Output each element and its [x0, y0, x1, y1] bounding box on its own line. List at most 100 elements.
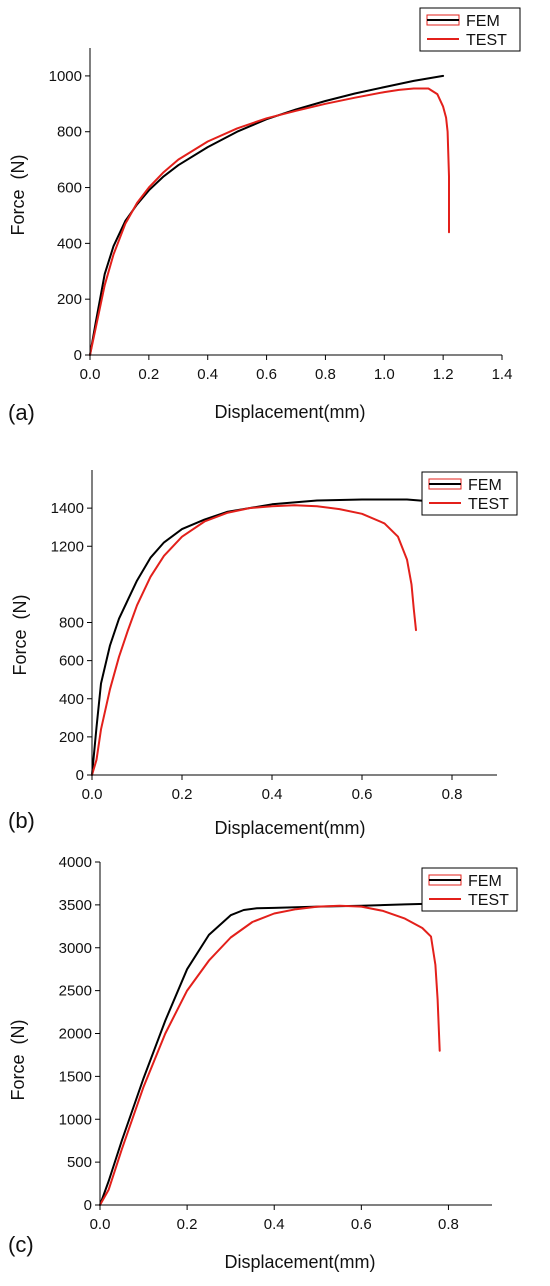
y-tick-label: 1000 — [49, 68, 82, 85]
y-tick-label: 3000 — [59, 940, 92, 957]
legend: FEM TEST — [421, 471, 518, 516]
y-tick: 1200 — [51, 538, 92, 555]
y-tick: 500 — [67, 1154, 100, 1171]
x-tick: 0.0 — [90, 1205, 111, 1233]
y-tick-label: 1200 — [51, 538, 84, 555]
y-tick: 2500 — [59, 983, 100, 1000]
legend-item-fem: FEM — [426, 13, 500, 30]
x-tick-label: 0.6 — [351, 1216, 372, 1233]
y-tick-label: 4000 — [59, 854, 92, 871]
y-tick: 200 — [57, 291, 90, 308]
y-tick-label: 3500 — [59, 897, 92, 914]
series-line-fem — [91, 498, 444, 776]
legend: FEM TEST — [421, 867, 518, 912]
x-tick-label: 0.2 — [177, 1216, 198, 1233]
y-tick-label: 200 — [57, 291, 82, 308]
x-tick: 0.4 — [197, 355, 218, 383]
y-tick-label: 600 — [57, 180, 82, 197]
y-tick: 200 — [59, 729, 92, 746]
y-tick: 600 — [59, 653, 92, 670]
axes — [99, 862, 492, 1206]
y-axis-title: Force (N) — [8, 155, 28, 236]
x-tick: 0.0 — [80, 355, 101, 383]
x-tick-label: 0.0 — [82, 786, 103, 803]
y-tick: 3500 — [59, 897, 100, 914]
x-tick-label: 0.8 — [315, 366, 336, 383]
x-tick: 0.2 — [138, 355, 159, 383]
x-tick-label: 0.8 — [438, 1216, 459, 1233]
x-tick-label: 1.0 — [374, 366, 395, 383]
y-tick: 1500 — [59, 1068, 100, 1085]
y-tick-label: 400 — [57, 235, 82, 252]
x-tick: 0.4 — [262, 775, 282, 803]
x-tick-label: 0.0 — [80, 366, 101, 383]
y-tick-label: 600 — [59, 653, 84, 670]
x-tick: 0.0 — [82, 775, 103, 803]
y-tick-label: 800 — [59, 615, 84, 632]
chart-panel-a: 0.0 0.2 0.4 0.6 0.8 1.0 1.2 1.4 0 200 400 600 800 100… — [8, 7, 521, 425]
ticks: 0.0 0.2 0.4 0.6 0.8 0 200 400 600 800 1200 1400 — [51, 500, 463, 803]
x-tick: 1.4 — [492, 355, 512, 383]
series-line-test — [91, 504, 417, 776]
y-tick-label: 1000 — [59, 1111, 92, 1128]
legend-item-test: TEST — [427, 32, 507, 49]
y-tick-label: 500 — [67, 1154, 92, 1171]
y-tick: 2000 — [59, 1026, 100, 1043]
y-tick: 1000 — [49, 68, 90, 85]
x-axis-title: Displacement(mm) — [214, 402, 365, 422]
chart-panel-b: 0.0 0.2 0.4 0.6 0.8 0 200 400 600 800 1200 1400 Dis… — [8, 470, 518, 838]
plot-lines — [99, 902, 450, 1206]
y-tick-label: 800 — [57, 124, 82, 141]
x-tick-label: 0.2 — [172, 786, 193, 803]
panel-label: (a) — [8, 400, 35, 425]
y-tick: 3000 — [59, 940, 100, 957]
y-tick-label: 0 — [74, 347, 82, 364]
x-tick: 0.8 — [438, 1205, 459, 1233]
y-axis-title: Force (N) — [8, 1020, 28, 1101]
chart-panel-c: 0.0 0.2 0.4 0.6 0.8 0 500 1000 1500 2000 2500 3000 3… — [8, 854, 518, 1272]
legend-item-fem: FEM — [428, 873, 502, 890]
x-tick-label: 0.0 — [90, 1216, 111, 1233]
y-tick: 4000 — [59, 854, 100, 871]
y-tick: 400 — [57, 235, 90, 252]
plot-lines — [91, 498, 444, 776]
ticks: 0.0 0.2 0.4 0.6 0.8 1.0 1.2 1.4 0 200 400 600 800 100… — [49, 68, 513, 383]
x-tick: 0.4 — [264, 1205, 285, 1233]
y-tick: 0 — [76, 767, 92, 784]
x-tick-label: 1.2 — [433, 366, 454, 383]
legend-label: TEST — [468, 892, 509, 909]
legend-label: TEST — [466, 32, 507, 49]
series-line-fem — [99, 902, 450, 1206]
legend-item-test: TEST — [429, 496, 509, 513]
x-tick-label: 0.6 — [352, 786, 373, 803]
legend-label: TEST — [468, 496, 509, 513]
x-tick-label: 0.8 — [442, 786, 463, 803]
x-tick-label: 0.4 — [197, 366, 218, 383]
legend-item-fem: FEM — [428, 477, 502, 494]
y-tick-label: 1500 — [59, 1068, 92, 1085]
series-line-fem — [89, 74, 445, 356]
y-tick-label: 2000 — [59, 1026, 92, 1043]
legend-label: FEM — [468, 873, 502, 890]
x-tick: 0.8 — [442, 775, 463, 803]
y-tick-label: 0 — [84, 1197, 92, 1214]
x-tick: 1.2 — [433, 355, 454, 383]
y-tick-label: 0 — [76, 767, 84, 784]
x-axis-title: Displacement(mm) — [224, 1252, 375, 1272]
series-line-test — [99, 904, 441, 1206]
y-tick: 1400 — [51, 500, 92, 517]
x-tick-label: 0.4 — [264, 1216, 285, 1233]
plot-lines — [89, 74, 450, 356]
y-tick: 1000 — [59, 1111, 100, 1128]
x-tick: 0.8 — [315, 355, 336, 383]
x-tick: 0.6 — [256, 355, 277, 383]
legend-label: FEM — [468, 477, 502, 494]
y-tick: 600 — [57, 180, 90, 197]
panel-label: (b) — [8, 808, 35, 833]
y-tick: 800 — [59, 615, 92, 632]
x-tick: 1.0 — [374, 355, 395, 383]
legend-label: FEM — [466, 13, 500, 30]
y-tick: 400 — [59, 691, 92, 708]
y-tick-label: 200 — [59, 729, 84, 746]
